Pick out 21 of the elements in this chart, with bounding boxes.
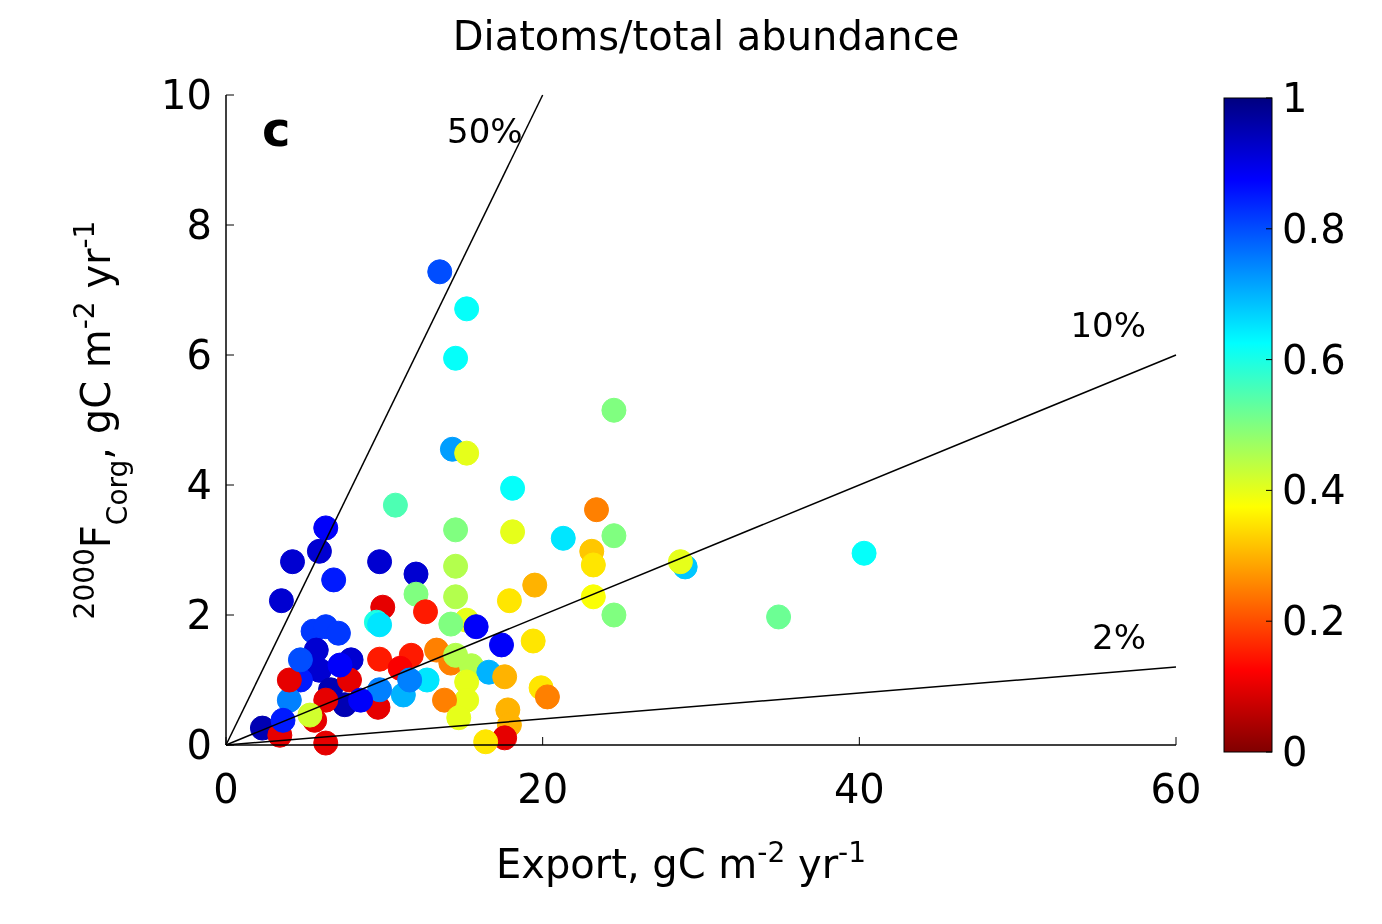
y-tick-label: 0 [186, 722, 212, 768]
chart-title: Diatoms/total abundance [452, 13, 960, 59]
x-tick-label: 40 [833, 766, 885, 812]
x-tick-label: 20 [517, 766, 569, 812]
annotation: c [262, 101, 291, 157]
y-tick-label: 4 [186, 462, 212, 508]
series-label: 50% [447, 111, 523, 151]
color-bar-label: 0.2 [1282, 598, 1346, 645]
y-tick-label: 6 [186, 332, 212, 378]
x-axis-title: Export, gC m$^{-2}$ yr$^{-1}$ [495, 835, 867, 887]
color-bar-label: 1 [1282, 75, 1308, 121]
x-tick-label: 60 [1150, 766, 1202, 812]
color-bar-label: 0 [1282, 729, 1308, 775]
series-label: 2% [1092, 617, 1146, 657]
color-bar-label: 0.4 [1282, 467, 1346, 514]
color-bar-label: 0.8 [1282, 205, 1346, 252]
y-tick-label: 2 [186, 592, 212, 638]
y-tick-label: 10 [161, 72, 212, 118]
y-tick-label: 8 [186, 202, 212, 248]
color-bar-label: 0.6 [1282, 336, 1346, 383]
series-label: 10% [1070, 305, 1146, 345]
